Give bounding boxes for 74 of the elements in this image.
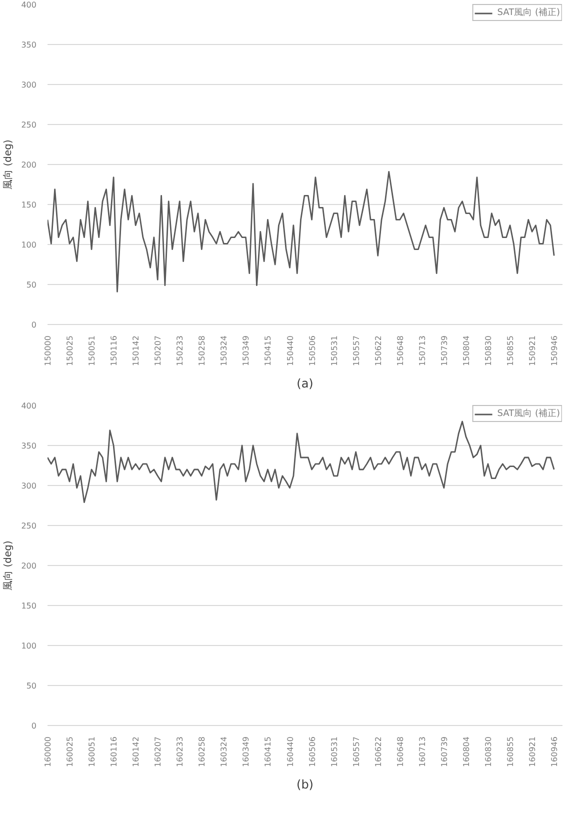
x-tick-label: 150233 [176, 335, 185, 366]
x-tick-label: 160116 [110, 736, 119, 768]
x-tick-label: 160648 [396, 736, 405, 768]
x-tick-label: 160804 [462, 736, 471, 768]
x-tick-label: 160051 [88, 736, 97, 768]
x-tick-label: 150739 [440, 335, 449, 366]
x-tick-label: 160713 [418, 736, 427, 768]
x-tick-label: 160233 [176, 736, 185, 768]
y-tick-label: 300 [21, 80, 37, 90]
x-tick-label: 160506 [308, 736, 317, 768]
x-tick-label: 150025 [66, 335, 75, 366]
y-tick-label: 200 [21, 160, 37, 170]
x-tick-label: 160946 [550, 736, 560, 768]
x-tick-label: 150349 [242, 335, 251, 366]
x-tick-label: 150116 [110, 335, 119, 366]
y-tick-label: 50 [26, 280, 37, 290]
x-tick-label: 160324 [220, 736, 229, 768]
x-tick-label: 160025 [66, 736, 75, 768]
x-tick-label: 150921 [528, 335, 538, 366]
x-tick-label: 150000 [44, 335, 52, 366]
x-tick-label: 150207 [154, 335, 163, 366]
y-tick-label: 250 [21, 522, 37, 530]
y-tick-label: 0 [31, 722, 37, 730]
text: (a) [296, 376, 314, 390]
x-tick-label: 150324 [220, 335, 229, 366]
line-series [48, 171, 555, 292]
y-tick-label: 400 [21, 0, 37, 10]
x-tick-label: 160557 [352, 736, 361, 768]
legend-label: SAT風向 (補正) [497, 6, 560, 19]
x-tick-label: 160531 [330, 736, 339, 768]
x-tick-label: 150622 [374, 335, 383, 366]
x-tick-label: 150804 [462, 335, 471, 366]
x-tick-label: 150415 [264, 335, 273, 366]
x-tick-label: 150506 [308, 335, 317, 366]
text: (b) [296, 778, 314, 792]
legend-label: SAT風向 (補正) [497, 408, 560, 420]
x-tick-label: 150855 [506, 335, 516, 366]
y-tick-label: 350 [21, 40, 37, 50]
x-tick-label: 160258 [198, 736, 207, 768]
x-tick-label: 160830 [484, 736, 493, 768]
x-tick-label: 150648 [396, 335, 405, 366]
x-tick-label: 150713 [418, 335, 427, 366]
x-tick-label: 160142 [132, 736, 141, 768]
x-tick-label: 150946 [550, 335, 560, 366]
x-tick-label: 160415 [264, 736, 273, 768]
y-tick-label: 350 [21, 442, 37, 450]
y-tick-label: 50 [26, 682, 37, 690]
y-tick-label: 200 [21, 562, 37, 570]
x-tick-label: 160739 [440, 736, 449, 768]
x-tick-label: 150531 [330, 335, 339, 366]
y-tick-label: 400 [21, 402, 37, 410]
x-tick-label: 160921 [528, 736, 538, 768]
y-tick-label: 150 [21, 200, 37, 210]
x-tick-label: 150440 [286, 335, 295, 366]
x-tick-label: 150051 [88, 335, 97, 366]
y-tick-label: 100 [21, 240, 37, 250]
x-tick-label: 160855 [506, 736, 516, 768]
y-tick-label: 300 [21, 482, 37, 490]
line-series [48, 420, 555, 503]
y-tick-label: 250 [21, 120, 37, 130]
x-tick-label: 150258 [198, 335, 207, 366]
x-tick-label: 160000 [44, 736, 52, 768]
y-tick-label: 100 [21, 642, 37, 650]
y-axis-title: 風向 (deg) [2, 540, 14, 590]
x-tick-label: 150142 [132, 335, 141, 366]
x-tick-label: 160349 [242, 736, 251, 768]
y-axis-title: 風向 (deg) [2, 139, 14, 190]
x-tick-label: 150830 [484, 335, 493, 366]
x-tick-label: 160207 [154, 736, 163, 768]
x-tick-label: 160440 [286, 736, 295, 768]
y-tick-label: 150 [21, 602, 37, 610]
x-tick-label: 160622 [374, 736, 383, 768]
x-tick-label: 150557 [352, 335, 361, 366]
y-tick-label: 0 [31, 320, 37, 330]
